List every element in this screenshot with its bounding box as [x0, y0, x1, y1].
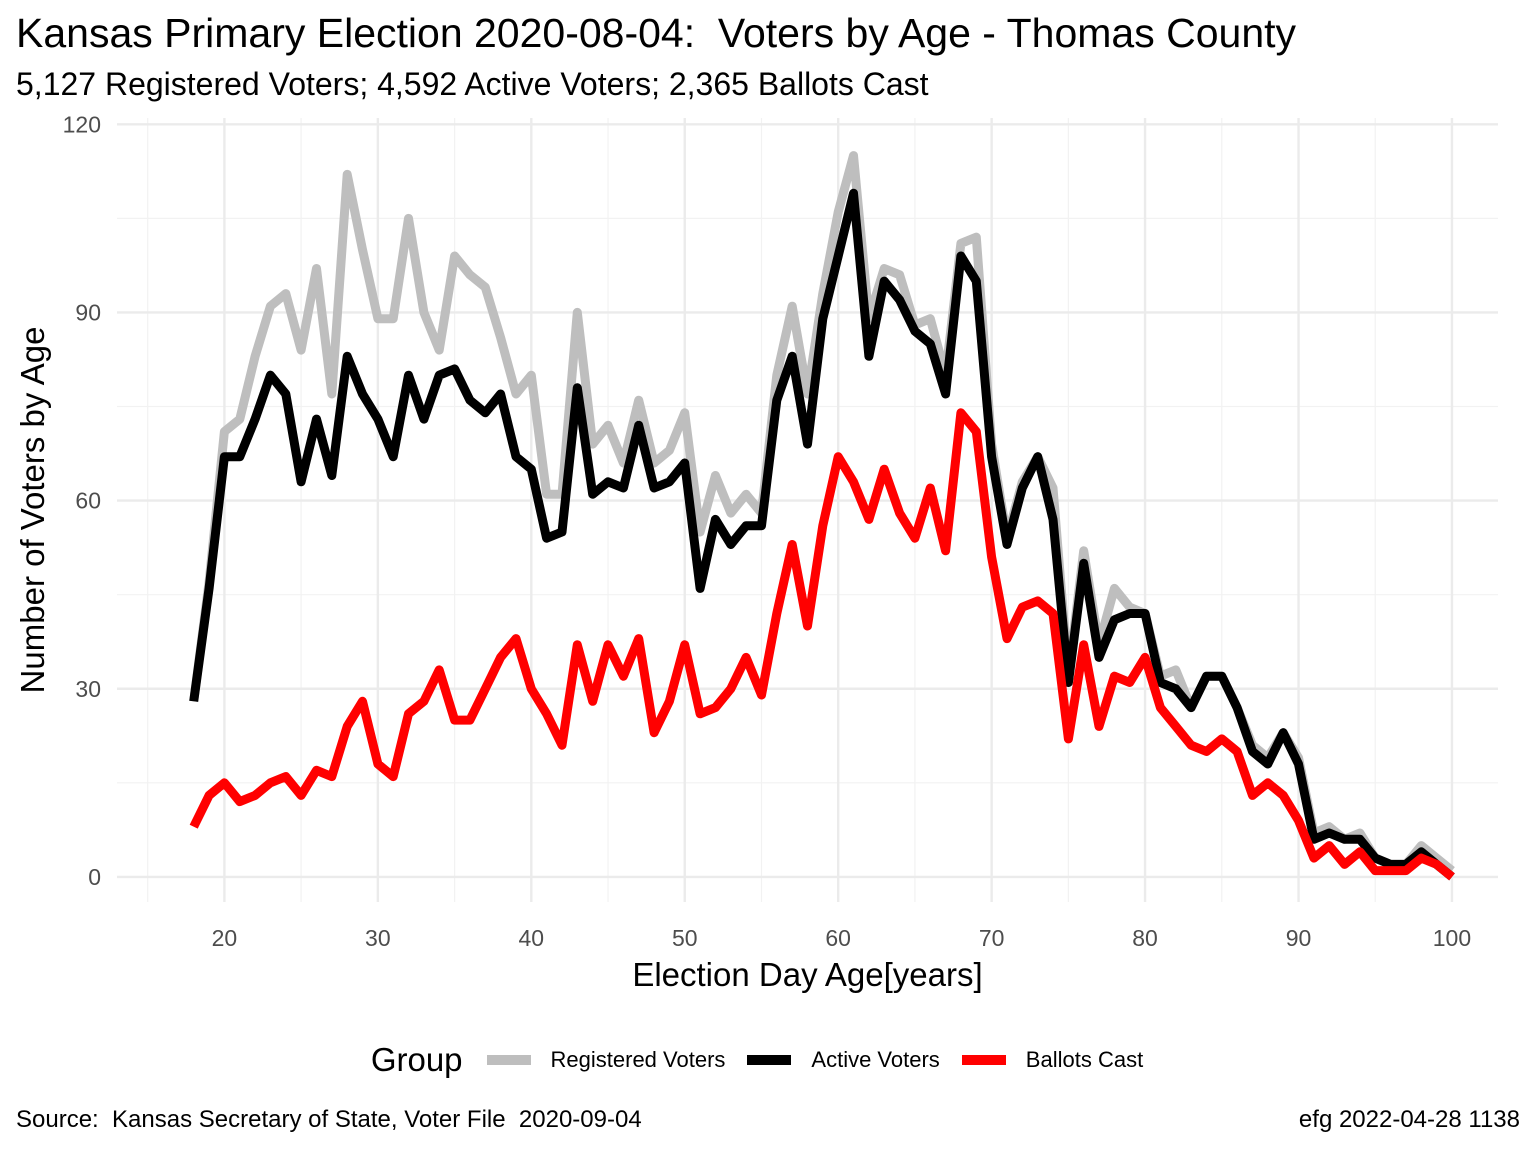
x-tick-label: 50 — [672, 925, 698, 951]
credit-caption: efg 2022-04-28 1138 — [1298, 1106, 1520, 1133]
series-line-active — [189, 188, 1455, 881]
x-tick-label: 60 — [825, 925, 851, 951]
x-tick-label: 100 — [1433, 925, 1471, 951]
y-tick-label: 120 — [63, 111, 101, 137]
legend-label-active: Active Voters — [811, 1047, 940, 1072]
legend-item-ballots: Ballots Cast — [961, 1047, 1144, 1073]
y-axis-title: Number of Voters by Age — [14, 327, 51, 694]
x-tick-label: 70 — [979, 925, 1005, 951]
chart-subtitle: 5,127 Registered Voters; 4,592 Active Vo… — [16, 66, 929, 102]
legend-key-active — [747, 1055, 792, 1065]
x-tick-label: 80 — [1132, 925, 1158, 951]
y-tick-label: 0 — [88, 864, 101, 890]
x-tick-label: 30 — [365, 925, 391, 951]
legend: Group Registered Voters Active Voters Ba… — [0, 1038, 1536, 1082]
legend-title: Group — [370, 1041, 463, 1078]
y-tick-label: 30 — [75, 676, 101, 702]
series-line-ballots — [189, 408, 1455, 881]
source-caption: Source: Kansas Secretary of State, Voter… — [16, 1106, 642, 1133]
legend-item-active: Active Voters — [747, 1047, 940, 1073]
legend-key-registered — [486, 1055, 531, 1065]
chart-title: Kansas Primary Election 2020-08-04: Vote… — [16, 10, 1297, 56]
legend-key-ballots — [961, 1055, 1006, 1065]
legend-label-ballots: Ballots Cast — [1025, 1047, 1144, 1072]
x-axis-title: Election Day Age[years] — [632, 956, 982, 993]
legend-item-registered: Registered Voters — [486, 1047, 726, 1073]
x-tick-label: 90 — [1286, 925, 1312, 951]
legend-label-registered: Registered Voters — [550, 1047, 726, 1072]
line-chart: 20 30 40 50 60 70 80 90 100 0 30 60 90 120 Election Da… — [14, 111, 1498, 993]
x-tick-label: 20 — [212, 925, 238, 951]
y-tick-label: 90 — [75, 299, 101, 325]
y-tick-label: 60 — [75, 488, 101, 514]
x-tick-label: 40 — [519, 925, 545, 951]
